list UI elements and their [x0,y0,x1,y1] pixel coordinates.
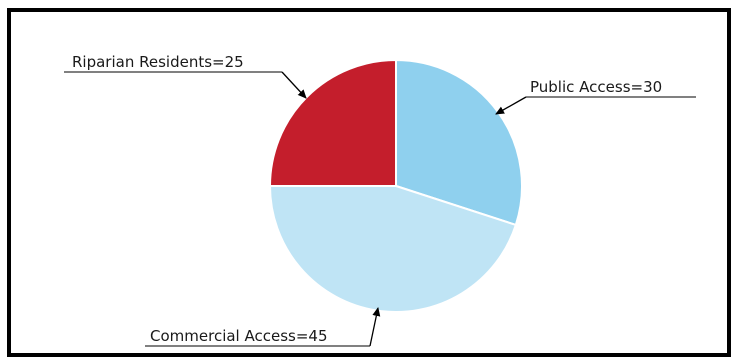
pie-slice-riparian-residents [268,58,397,187]
label-leader-arrow-2 [281,71,307,99]
label-leader-arrow-0 [495,96,527,115]
label-leader-arrow-1 [369,307,381,347]
slice-label-commercial-access: Commercial Access=45 [150,327,328,345]
slice-label-riparian-residents: Riparian Residents=25 [72,53,244,71]
slice-label-public-access: Public Access=30 [530,78,662,96]
